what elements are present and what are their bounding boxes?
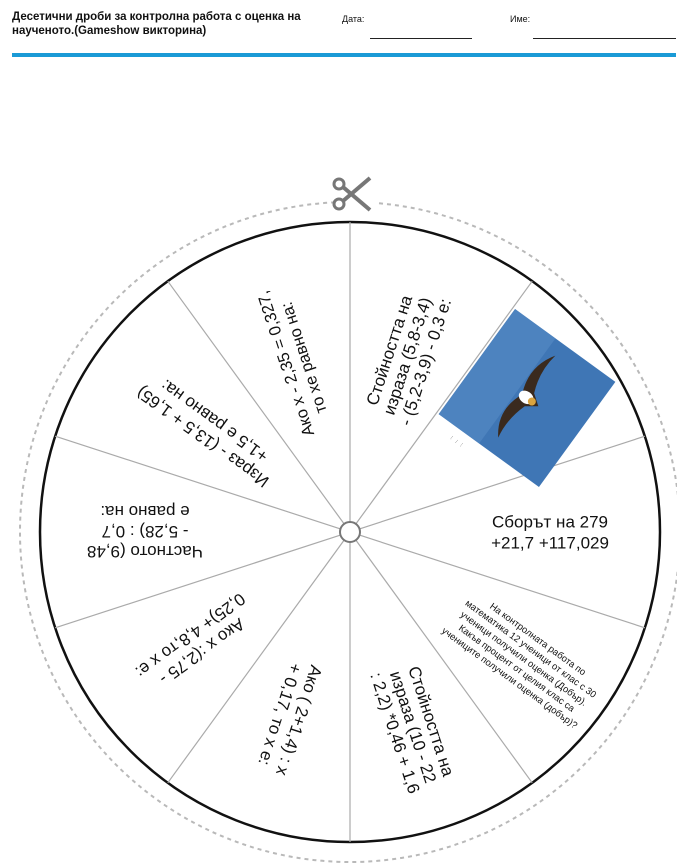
photo-caption-line: ... <box>457 441 464 448</box>
scissors-icon <box>332 176 376 214</box>
segment-question-line: Сборът на 279 <box>492 512 608 531</box>
wheel-spoke <box>54 435 341 530</box>
wheel-segment-8: Частното (9,48- 5,28) : 0,7е равно на: <box>87 502 203 561</box>
wheel-segment-3: Сборът на 279 +21,7 +117,029 <box>491 512 609 552</box>
photo-caption-line: ... <box>448 434 455 441</box>
segment-question-line: Частното (9,48 <box>87 542 203 561</box>
photo-caption: ......... <box>448 434 465 448</box>
header-divider <box>12 53 676 57</box>
date-field-line[interactable] <box>370 38 472 39</box>
wheel-spoke <box>359 534 646 629</box>
wheel-spoke <box>355 280 533 525</box>
segment-question-line: +21,7 +117,029 <box>491 533 609 552</box>
wheel-spokes <box>54 222 646 842</box>
segment-question-line: - 5,28) : 0,7 <box>102 522 189 541</box>
photo-caption-line: ... <box>452 437 459 444</box>
wheel-spoke <box>167 539 345 784</box>
date-label: Дата: <box>342 14 365 24</box>
eagle-photo <box>438 308 616 488</box>
name-field-line[interactable] <box>533 38 676 39</box>
name-label: Име: <box>510 14 531 24</box>
segment-question-line: е равно на: <box>100 502 189 521</box>
worksheet-title: Десетични дроби за контролна работа с оц… <box>12 11 301 37</box>
wheel-spoke <box>54 534 341 629</box>
wheel-spoke <box>167 280 345 525</box>
wheel-spoke <box>355 539 533 784</box>
wheel-hub[interactable] <box>339 521 361 543</box>
wheel-spoke <box>359 435 646 530</box>
worksheet-header: Десетични дроби за контролна работа с оц… <box>0 0 677 62</box>
